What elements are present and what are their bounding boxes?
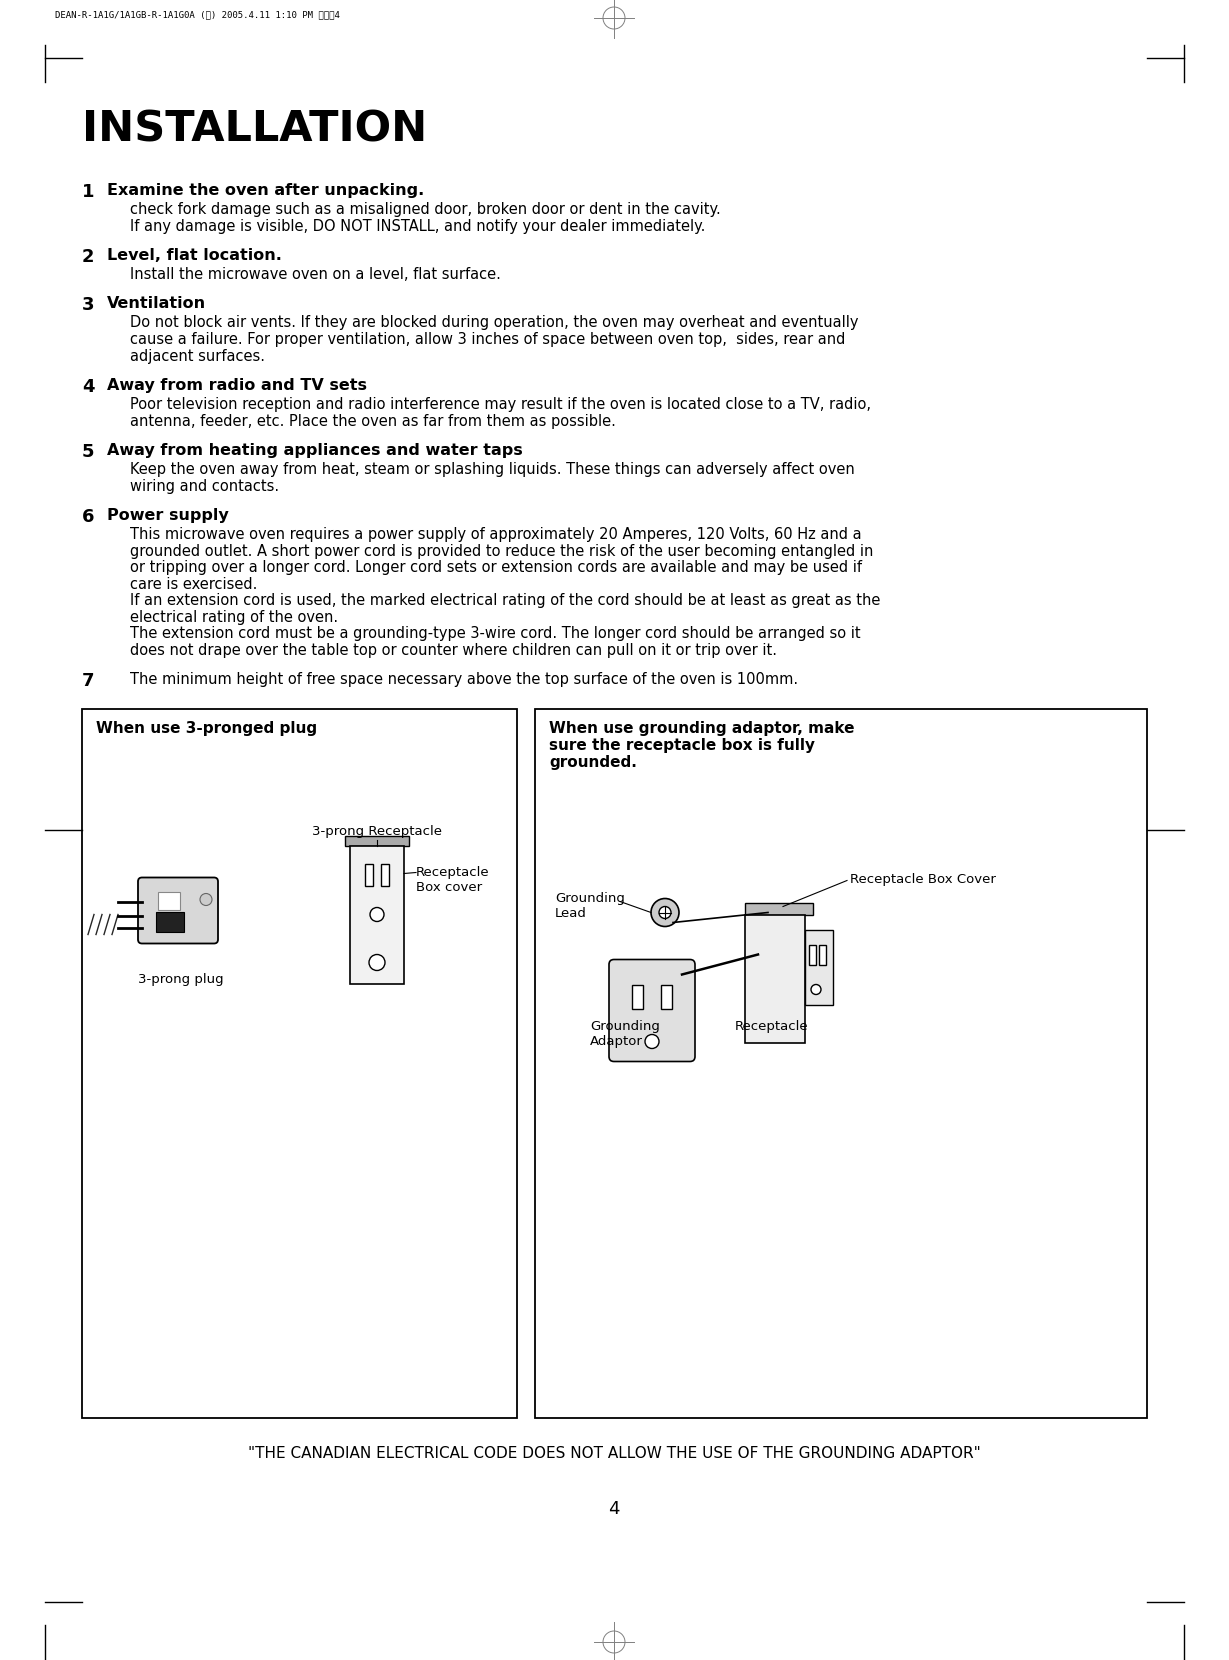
Text: electrical rating of the oven.: electrical rating of the oven.	[130, 609, 338, 624]
Text: Away from radio and TV sets: Away from radio and TV sets	[107, 378, 367, 393]
Bar	[745, 903, 814, 915]
Bar	[809, 945, 816, 964]
Text: Do not block air vents. If they are blocked during operation, the oven may overh: Do not block air vents. If they are bloc…	[130, 315, 859, 330]
Circle shape	[645, 1034, 659, 1049]
Text: Grounding: Grounding	[590, 1019, 660, 1033]
Text: 4: 4	[608, 1501, 619, 1517]
Text: Keep the oven away from heat, steam or splashing liquids. These things can adver: Keep the oven away from heat, steam or s…	[130, 461, 854, 476]
Bar	[661, 984, 672, 1009]
Circle shape	[811, 984, 821, 994]
Text: Poor television reception and radio interference may result if the oven is locat: Poor television reception and radio inte…	[130, 397, 871, 412]
Circle shape	[200, 893, 211, 905]
Bar	[156, 911, 184, 931]
Text: The minimum height of free space necessary above the top surface of the oven is : The minimum height of free space necessa…	[130, 672, 798, 687]
Circle shape	[659, 906, 671, 918]
Text: grounded outlet. A short power cord is provided to reduce the risk of the user b: grounded outlet. A short power cord is p…	[130, 543, 874, 558]
Bar	[82, 709, 517, 1418]
Text: check fork damage such as a misaligned door, broken door or dent in the cavity.: check fork damage such as a misaligned d…	[130, 203, 720, 217]
FancyBboxPatch shape	[610, 959, 696, 1061]
FancyBboxPatch shape	[138, 878, 218, 943]
Bar	[365, 863, 372, 885]
Text: DEAN-R-1A1G/1A1GB-R-1A1G0A (영) 2005.4.11 1:10 PM 페이지4: DEAN-R-1A1G/1A1GB-R-1A1G0A (영) 2005.4.11…	[55, 10, 340, 18]
Text: care is exercised.: care is exercised.	[130, 576, 257, 591]
Bar	[381, 863, 390, 885]
Text: 3-prong plug: 3-prong plug	[138, 973, 224, 986]
Text: cause a failure. For proper ventilation, allow 3 inches of space between oven to: cause a failure. For proper ventilation,…	[130, 332, 846, 347]
Text: INSTALLATION: INSTALLATION	[82, 108, 428, 149]
Text: Receptacle: Receptacle	[735, 1019, 809, 1033]
Text: adjacent surfaces.: adjacent surfaces.	[130, 349, 265, 364]
Text: This microwave oven requires a power supply of approximately 20 Amperes, 120 Vol: This microwave oven requires a power sup…	[130, 526, 862, 543]
Text: When use grounding adaptor, make
sure the receptacle box is fully
grounded.: When use grounding adaptor, make sure th…	[549, 720, 854, 770]
Text: wiring and contacts.: wiring and contacts.	[130, 478, 279, 493]
Text: 7: 7	[82, 672, 95, 691]
Text: or tripping over a longer cord. Longer cord sets or extension cords are availabl: or tripping over a longer cord. Longer c…	[130, 559, 862, 574]
Text: "THE CANADIAN ELECTRICAL CODE DOES NOT ALLOW THE USE OF THE GROUNDING ADAPTOR": "THE CANADIAN ELECTRICAL CODE DOES NOT A…	[247, 1446, 981, 1461]
Text: When use 3-pronged plug: When use 3-pronged plug	[96, 720, 317, 735]
Text: 3-prong Receptacle: 3-prong Receptacle	[312, 825, 442, 838]
Text: Box cover: Box cover	[415, 880, 482, 893]
Text: Away from heating appliances and water taps: Away from heating appliances and water t…	[107, 443, 522, 458]
Text: Receptacle Box Cover: Receptacle Box Cover	[850, 873, 995, 885]
Text: 1: 1	[82, 183, 95, 201]
Bar	[805, 930, 833, 1004]
Text: Grounding: Grounding	[556, 891, 624, 905]
Text: Power supply: Power supply	[107, 508, 229, 523]
Text: antenna, feeder, etc. Place the oven as far from them as possible.: antenna, feeder, etc. Place the oven as …	[130, 413, 616, 428]
Bar	[345, 835, 409, 845]
Text: 3: 3	[82, 297, 95, 314]
Bar	[350, 845, 404, 983]
Text: Level, flat location.: Level, flat location.	[107, 247, 281, 262]
Text: If an extension cord is used, the marked electrical rating of the cord should be: If an extension cord is used, the marked…	[130, 593, 880, 608]
Text: 5: 5	[82, 443, 95, 461]
Text: does not drape over the table top or counter where children can pull on it or tr: does not drape over the table top or cou…	[130, 642, 777, 657]
Text: Receptacle: Receptacle	[415, 865, 489, 878]
Text: The extension cord must be a grounding-type 3-wire cord. The longer cord should : The extension cord must be a grounding-t…	[130, 626, 860, 641]
Bar	[535, 709, 1147, 1418]
Circle shape	[369, 954, 385, 971]
Text: Examine the oven after unpacking.: Examine the oven after unpacking.	[107, 183, 424, 198]
Bar	[632, 984, 643, 1009]
Circle shape	[370, 908, 383, 921]
Text: Lead: Lead	[556, 906, 587, 920]
Text: 2: 2	[82, 247, 95, 266]
Circle shape	[651, 898, 678, 926]
Bar	[159, 891, 179, 910]
Text: Ventilation: Ventilation	[107, 297, 206, 312]
Text: 4: 4	[82, 378, 95, 397]
Bar	[819, 945, 826, 964]
Bar	[745, 915, 805, 1042]
Text: Adaptor: Adaptor	[590, 1034, 643, 1047]
Text: Install the microwave oven on a level, flat surface.: Install the microwave oven on a level, f…	[130, 267, 501, 282]
Text: If any damage is visible, DO NOT INSTALL, and notify your dealer immediately.: If any damage is visible, DO NOT INSTALL…	[130, 219, 705, 234]
Text: 6: 6	[82, 508, 95, 526]
